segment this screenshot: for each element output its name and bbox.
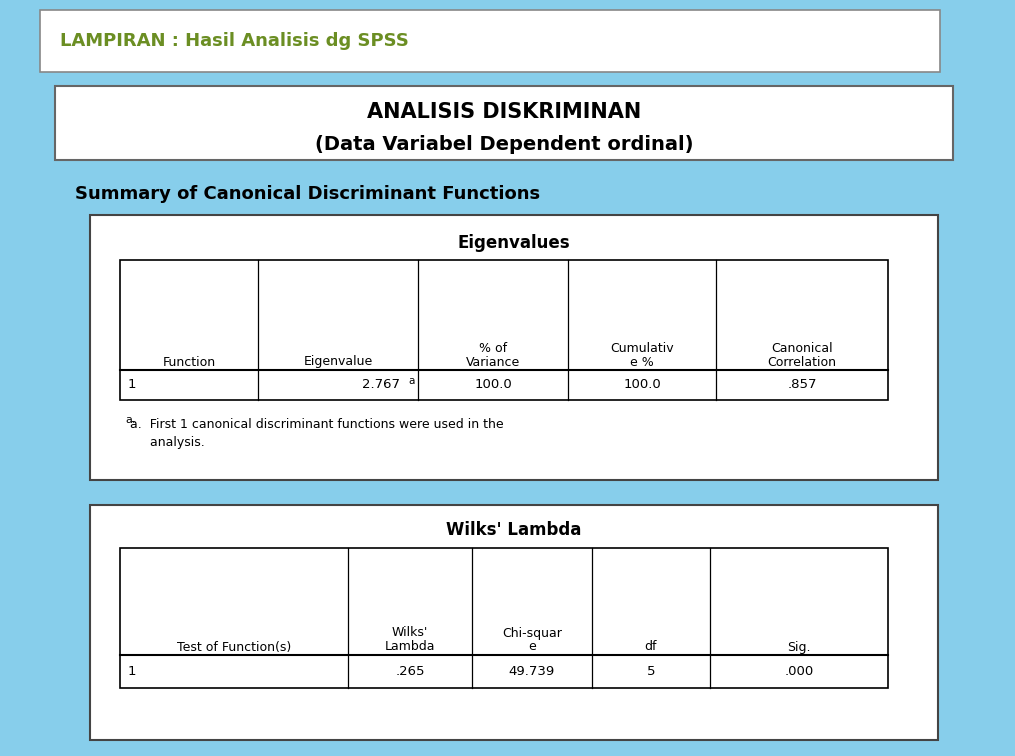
- Text: analysis.: analysis.: [130, 436, 205, 449]
- Text: ANALISIS DISKRIMINAN: ANALISIS DISKRIMINAN: [366, 102, 641, 122]
- Text: 100.0: 100.0: [623, 379, 661, 392]
- Text: Correlation: Correlation: [767, 355, 836, 368]
- Text: .000: .000: [785, 665, 814, 678]
- Text: e: e: [528, 640, 536, 653]
- Bar: [55, 86, 953, 160]
- Bar: [90, 505, 938, 740]
- Text: 2.767: 2.767: [362, 379, 400, 392]
- Text: 49.739: 49.739: [509, 665, 555, 678]
- Text: 1: 1: [128, 665, 136, 678]
- Text: Summary of Canonical Discriminant Functions: Summary of Canonical Discriminant Functi…: [75, 185, 540, 203]
- Text: Eigenvalue: Eigenvalue: [303, 355, 373, 368]
- Text: Cumulativ: Cumulativ: [610, 342, 674, 355]
- Text: Test of Function(s): Test of Function(s): [177, 640, 291, 653]
- Text: LAMPIRAN : Hasil Analisis dg SPSS: LAMPIRAN : Hasil Analisis dg SPSS: [60, 32, 409, 50]
- Text: 1: 1: [128, 379, 136, 392]
- Text: Wilks' Lambda: Wilks' Lambda: [447, 521, 582, 539]
- Bar: [120, 548, 888, 688]
- Text: Sig.: Sig.: [788, 640, 811, 653]
- Text: Wilks': Wilks': [392, 627, 428, 640]
- Text: 100.0: 100.0: [474, 379, 512, 392]
- Text: Lambda: Lambda: [385, 640, 435, 653]
- Text: Eigenvalues: Eigenvalues: [458, 234, 570, 252]
- Text: (Data Variabel Dependent ordinal): (Data Variabel Dependent ordinal): [315, 135, 693, 153]
- Text: e %: e %: [630, 355, 654, 368]
- Text: Canonical: Canonical: [771, 342, 833, 355]
- Text: Function: Function: [162, 355, 215, 368]
- Bar: [40, 10, 940, 72]
- Bar: [120, 260, 888, 400]
- Text: df: df: [645, 640, 658, 653]
- Text: a.  First 1 canonical discriminant functions were used in the: a. First 1 canonical discriminant functi…: [130, 418, 503, 431]
- Text: 5: 5: [647, 665, 656, 678]
- Text: Variance: Variance: [466, 355, 520, 368]
- Text: % of: % of: [479, 342, 508, 355]
- Text: .265: .265: [395, 665, 424, 678]
- Text: .857: .857: [788, 379, 817, 392]
- Text: Chi-squar: Chi-squar: [502, 627, 562, 640]
- Bar: [90, 215, 938, 480]
- Text: a.: a.: [125, 415, 135, 425]
- Text: a: a: [408, 376, 414, 386]
